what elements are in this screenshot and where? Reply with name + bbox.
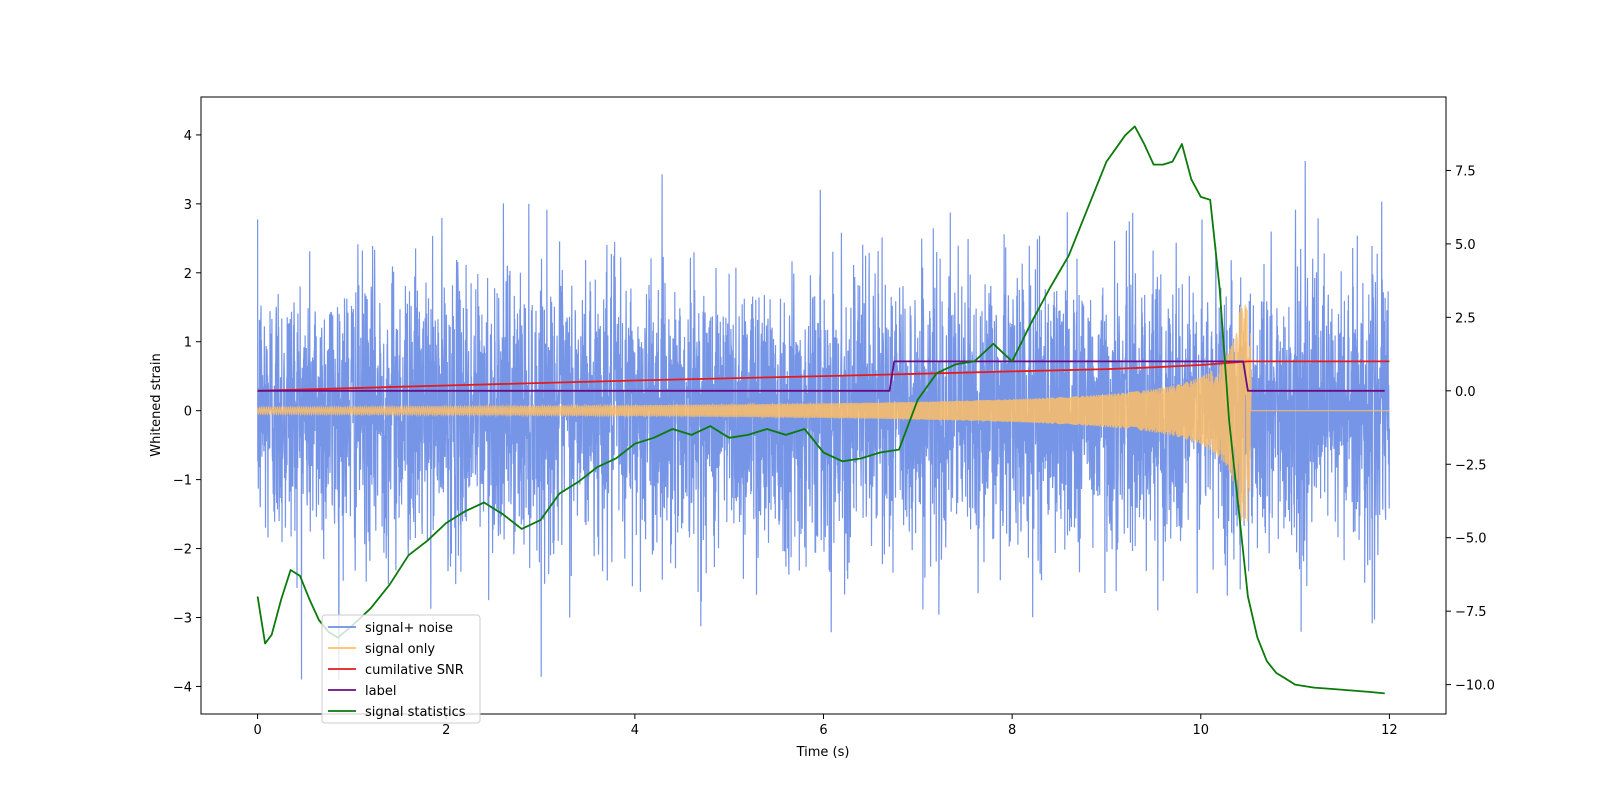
legend-label: signal statistics bbox=[365, 705, 466, 720]
legend-box bbox=[321, 614, 481, 724]
y-tick-label: −3 bbox=[173, 611, 192, 626]
y2-tick-label: −7.5 bbox=[1455, 605, 1487, 620]
series-signal-noise-line bbox=[257, 160, 1391, 680]
x-tick-label: 8 bbox=[1008, 723, 1016, 738]
y2-tick-label: 0.0 bbox=[1455, 385, 1476, 400]
y2-tick-label: 2.5 bbox=[1455, 311, 1476, 326]
plot-area bbox=[256, 125, 1391, 695]
x-tick-label: 4 bbox=[631, 723, 639, 738]
series-signal-only-line bbox=[257, 304, 1390, 522]
x-tick-label: 0 bbox=[253, 723, 261, 738]
series-signal-statistics-line bbox=[256, 125, 1385, 695]
legend: signal+ noise signal only cumilative SNR la… bbox=[321, 614, 481, 724]
y-tick-label: 2 bbox=[184, 267, 192, 282]
y2-tick-label: 5.0 bbox=[1455, 238, 1476, 253]
y-tick-label: −4 bbox=[173, 680, 192, 695]
y-tick-label: 1 bbox=[184, 336, 192, 351]
series-label-line bbox=[257, 360, 1385, 392]
y-axis-right: −10.0 −7.5 −5.0 −2.5 0.0 2.5 5.0 7.5 bbox=[1446, 164, 1495, 694]
x-tick-label: 2 bbox=[442, 723, 450, 738]
legend-label: cumilative SNR bbox=[365, 663, 464, 678]
y-tick-label: 4 bbox=[184, 129, 192, 144]
x-tick-label: 12 bbox=[1381, 723, 1398, 738]
y-tick-label: −1 bbox=[173, 474, 192, 489]
y2-tick-label: −10.0 bbox=[1455, 679, 1495, 694]
y-axis-label: Whitened strain bbox=[149, 353, 164, 456]
y2-tick-label: 7.5 bbox=[1455, 164, 1476, 179]
series-cumilative-snr-line bbox=[257, 360, 1390, 392]
x-tick-label: 10 bbox=[1192, 723, 1209, 738]
y2-tick-label: −2.5 bbox=[1455, 458, 1487, 473]
x-axis-label: Time (s) bbox=[796, 745, 850, 760]
y-tick-label: 0 bbox=[184, 405, 192, 420]
x-tick-label: 6 bbox=[819, 723, 827, 738]
legend-label: label bbox=[365, 684, 396, 699]
y-tick-label: 3 bbox=[184, 198, 192, 213]
legend-label: signal+ noise bbox=[365, 621, 453, 636]
y-axis-left: −4 −3 −2 −1 0 1 2 3 4 bbox=[173, 129, 201, 695]
y2-tick-label: −5.0 bbox=[1455, 532, 1487, 547]
legend-label: signal only bbox=[365, 642, 435, 657]
y-tick-label: −2 bbox=[173, 543, 192, 558]
